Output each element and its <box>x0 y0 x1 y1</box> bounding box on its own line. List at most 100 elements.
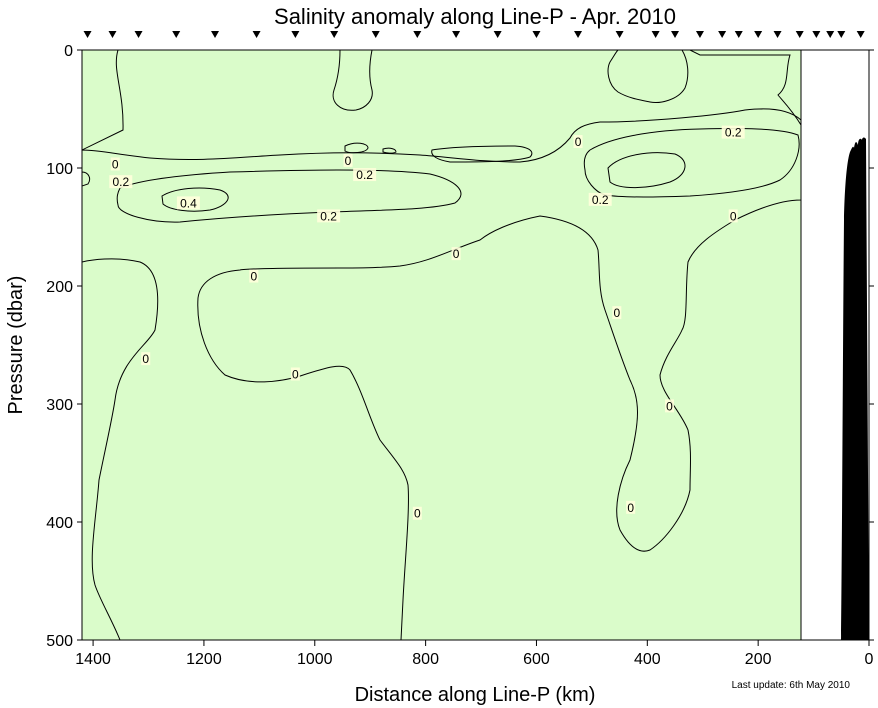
station-marker <box>211 31 220 38</box>
station-marker <box>452 31 461 38</box>
svg-text:0: 0 <box>575 135 582 149</box>
svg-text:0: 0 <box>613 306 620 320</box>
station-marker <box>493 31 502 38</box>
svg-text:0.2: 0.2 <box>320 209 337 223</box>
y-axis: 0 100 200 300 400 500 <box>46 43 874 650</box>
station-marker <box>108 31 117 38</box>
svg-text:0: 0 <box>250 270 257 284</box>
negative-patch-band <box>431 145 533 163</box>
contour-label: 0 <box>343 153 353 168</box>
contour-label: 0 <box>626 500 636 515</box>
x-tick-label: 800 <box>412 651 439 668</box>
contour-0.2-left <box>116 169 462 223</box>
svg-text:0.2: 0.2 <box>592 193 609 207</box>
negative-patch-top-center <box>332 50 373 111</box>
y-tick-label: 0 <box>64 43 73 60</box>
y-tick-label: 400 <box>46 515 73 532</box>
contour-labels: 0 0.2 0.4 0 0.2 0.2 0 0 0 0 0 0 0.2 0.2 0 0 0 0 <box>109 125 745 521</box>
negative-patch-small-1 <box>344 142 369 154</box>
contour-label: 0 <box>249 269 259 284</box>
bathymetry <box>841 137 869 640</box>
svg-text:0: 0 <box>666 399 673 413</box>
station-marker <box>671 31 680 38</box>
x-tick-label: 600 <box>523 651 550 668</box>
contour-label: 0.2 <box>721 125 745 140</box>
svg-text:0: 0 <box>730 209 737 223</box>
station-marker <box>371 31 380 38</box>
station-marker <box>574 31 583 38</box>
contour-label: 0 <box>412 506 422 521</box>
svg-text:0: 0 <box>627 501 634 515</box>
zero-loop-small <box>82 171 91 187</box>
x-tick-label: 0 <box>865 651 874 668</box>
station-marker <box>734 31 743 38</box>
station-marker <box>826 31 835 38</box>
negative-patch-top-right <box>607 50 689 103</box>
contour-label: 0 <box>451 247 461 261</box>
svg-text:0.2: 0.2 <box>356 168 373 182</box>
surface-positive-right <box>689 50 801 126</box>
contour-label: 0.2 <box>588 192 612 207</box>
contour-label: 0 <box>290 367 300 382</box>
station-markers <box>83 31 865 38</box>
chart-title: Salinity anomaly along Line-P - Apr. 201… <box>274 4 676 29</box>
x-tick-label: 1400 <box>75 651 111 668</box>
station-marker <box>413 31 422 38</box>
station-marker <box>812 31 821 38</box>
svg-text:0.2: 0.2 <box>112 175 129 189</box>
last-update-note: Last update: 6th May 2010 <box>732 680 851 691</box>
station-marker <box>252 31 261 38</box>
svg-text:0: 0 <box>345 154 352 168</box>
contour-label: 0.2 <box>353 168 377 182</box>
svg-text:0: 0 <box>414 507 421 521</box>
svg-text:0.4: 0.4 <box>180 196 197 210</box>
station-marker <box>615 31 624 38</box>
field-base <box>82 50 801 640</box>
contour-field <box>82 50 801 640</box>
plot-frame <box>81 49 870 641</box>
y-axis-label: Pressure (dbar) <box>5 276 27 415</box>
contour-0.4-right <box>607 152 686 189</box>
contour-label: 0.4 <box>176 196 200 210</box>
x-axis-label: Distance along Line-P (km) <box>355 684 596 706</box>
station-marker <box>773 31 782 38</box>
contour-0.4-left <box>161 187 229 212</box>
svg-text:0: 0 <box>292 368 299 382</box>
contour-label: 0 <box>728 209 738 223</box>
station-marker <box>837 31 846 38</box>
contour-label: 0.2 <box>317 209 341 223</box>
station-marker <box>754 31 763 38</box>
station-marker <box>532 31 541 38</box>
station-marker <box>651 31 660 38</box>
svg-text:0.2: 0.2 <box>725 126 742 140</box>
surface-positive-left <box>82 50 124 151</box>
contour-0.2-right <box>583 128 800 198</box>
negative-patch-small-2 <box>382 147 397 154</box>
contour-label: 0 <box>664 399 674 413</box>
svg-text:0: 0 <box>112 157 119 171</box>
station-marker <box>330 31 339 38</box>
svg-text:0: 0 <box>453 247 460 261</box>
x-tick-label: 1000 <box>297 651 333 668</box>
contour-label: 0 <box>573 135 583 149</box>
contour-label: 0 <box>612 306 622 320</box>
station-marker <box>695 31 704 38</box>
svg-text:0: 0 <box>142 352 149 366</box>
contour-label: 0 <box>110 157 120 171</box>
x-axis: 1400 1200 1000 800 600 400 200 0 <box>75 640 874 668</box>
station-marker <box>718 31 727 38</box>
station-marker <box>856 31 865 38</box>
x-tick-label: 200 <box>745 651 772 668</box>
station-marker <box>172 31 181 38</box>
y-tick-label: 100 <box>46 161 73 178</box>
y-tick-label: 300 <box>46 397 73 414</box>
y-tick-label: 200 <box>46 279 73 296</box>
station-marker <box>134 31 143 38</box>
contour-label: 0.2 <box>109 175 133 189</box>
station-marker <box>291 31 300 38</box>
station-marker <box>795 31 804 38</box>
x-tick-label: 1200 <box>186 651 222 668</box>
y-tick-label: 500 <box>46 633 73 650</box>
zero-contour-band <box>82 108 801 640</box>
